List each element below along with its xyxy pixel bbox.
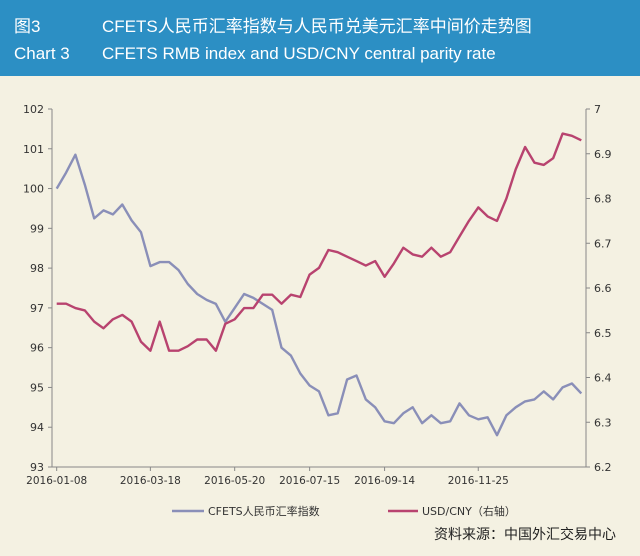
y-right-tick-label: 6.3 [594, 416, 612, 429]
y-right-tick-label: 6.5 [594, 327, 612, 340]
y-left-tick-label: 101 [23, 143, 44, 156]
x-tick-label: 2016-01-08 [26, 475, 87, 487]
chart-header: 图3 CFETS人民币汇率指数与人民币兑美元汇率中间价走势图 Chart 3 C… [0, 0, 640, 76]
y-right-tick-label: 6.7 [594, 237, 612, 250]
source-note: 资料来源：中国外汇交易中心 [434, 527, 616, 543]
y-right-tick-label: 6.9 [594, 148, 612, 161]
y-right-tick-label: 6.8 [594, 193, 612, 206]
legend-label-cfets: CFETS人民币汇率指数 [208, 504, 320, 518]
y-left-tick-label: 94 [30, 421, 44, 434]
header-label-en: Chart 3 [14, 44, 70, 63]
x-tick-label: 2016-07-15 [279, 475, 340, 487]
line-chart: 93 94 95 96 97 98 99 100 101 102 6.2 6.3 6.4 6.5 6.6 6.… [23, 103, 612, 518]
y-right-tick-label: 6.4 [594, 372, 612, 385]
y-left-tick-label: 98 [30, 262, 44, 275]
x-tick-label: 2016-03-18 [120, 475, 181, 487]
header-label-cn: 图3 [14, 17, 41, 36]
header-title-en: CFETS RMB index and USD/CNY central pari… [102, 44, 496, 63]
y-left-tick-label: 97 [30, 302, 44, 315]
legend-label-usdcny: USD/CNY（右轴） [422, 504, 516, 518]
x-tick-label: 2016-09-14 [354, 475, 415, 487]
x-tick-label: 2016-05-20 [204, 475, 265, 487]
y-left-tick-label: 99 [30, 222, 44, 235]
y-right-tick-label: 7 [594, 103, 601, 116]
y-right-tick-label: 6.2 [594, 461, 612, 474]
y-left-tick-label: 100 [23, 183, 44, 196]
y-left-tick-label: 95 [30, 381, 44, 394]
series-line-cfets [55, 153, 583, 437]
y-left-tick-label: 102 [23, 103, 44, 116]
x-tick-label: 2016-11-25 [448, 475, 509, 487]
series-line-usdcny [56, 132, 582, 352]
y-left-tick-label: 96 [30, 342, 44, 355]
y-left-tick-label: 93 [30, 461, 44, 474]
y-right-tick-label: 6.6 [594, 282, 612, 295]
header-title-cn: CFETS人民币汇率指数与人民币兑美元汇率中间价走势图 [102, 17, 532, 36]
